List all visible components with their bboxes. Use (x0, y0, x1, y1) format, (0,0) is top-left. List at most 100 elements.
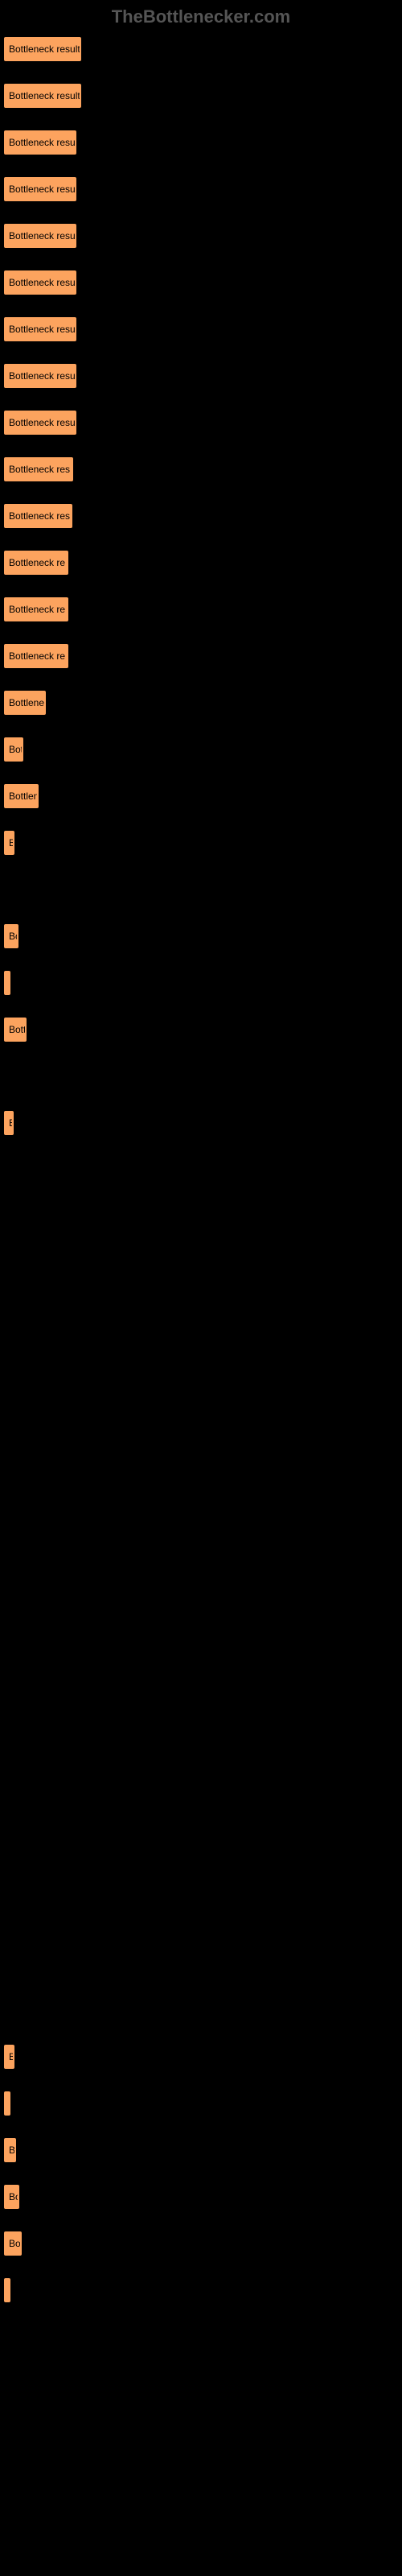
chart-bar: B (4, 2045, 14, 2069)
chart-bar: Bottleneck re (4, 551, 68, 575)
chart-bar (4, 2091, 10, 2116)
bar-label: Bottleneck resu (9, 370, 76, 382)
bar-label: Bo (9, 931, 18, 942)
bar-row: Bo (4, 2175, 398, 2219)
bar-row: Bottleneck result (4, 74, 398, 118)
bar-label: Bot (9, 744, 23, 755)
bar-row (4, 961, 398, 1005)
bar-row: B (4, 2035, 398, 2079)
chart-bar: Bo (4, 2231, 22, 2256)
bar-row (4, 1335, 398, 1378)
bar-label: Bottleneck resu (9, 230, 76, 242)
bar-row: Bottleneck resu (4, 354, 398, 398)
bar-label: Bottleneck resu (9, 137, 76, 148)
bar-label: Bottleneck res (9, 510, 70, 522)
bar-row: Bottleneck resu (4, 121, 398, 164)
bar-row: Bottleneck resu (4, 167, 398, 211)
bar-row: Bo (4, 2222, 398, 2265)
bar-label: Bottleneck res (9, 464, 70, 475)
bar-row (4, 1288, 398, 1331)
chart-bar: B (4, 1111, 14, 1135)
bar-row (4, 868, 398, 911)
bar-label: Bottleneck re (9, 650, 65, 662)
bar-row: Bottleneck resu (4, 308, 398, 351)
bar-row (4, 1521, 398, 1565)
bar-label: Bottlene (9, 697, 44, 708)
bar-label: Bottleneck re (9, 604, 65, 615)
bar-row: B (4, 1101, 398, 1145)
bar-row: Bott (4, 1008, 398, 1051)
chart-bar: Bottleneck re (4, 644, 68, 668)
bar-row (4, 2082, 398, 2125)
bar-row (4, 1708, 398, 1752)
chart-bar: Bottlen (4, 784, 39, 808)
bar-label: Bottleneck re (9, 557, 65, 568)
bar-row (4, 1942, 398, 1985)
bar-row (4, 1475, 398, 1518)
bar-chart: Bottleneck result Bottleneck result Bottle… (0, 27, 402, 2312)
chart-bar: Bottleneck result (4, 37, 81, 61)
bar-label: B (9, 1117, 14, 1129)
bar-row: Bottleneck re (4, 634, 398, 678)
bar-row (4, 1381, 398, 1425)
bar-row: Bottleneck result (4, 27, 398, 71)
chart-bar (4, 2278, 10, 2302)
chart-bar: Bottleneck resu (4, 317, 76, 341)
bar-row (4, 1988, 398, 2032)
bar-row (4, 1755, 398, 1798)
bar-label: Bottlen (9, 791, 39, 802)
bar-row: Bottleneck resu (4, 214, 398, 258)
bar-row (4, 1848, 398, 1892)
bar-label: Bottleneck result (9, 43, 80, 55)
bar-row: Bottleneck resu (4, 401, 398, 444)
bar-row (4, 2268, 398, 2312)
bar-label: B (9, 2145, 15, 2156)
bar-label: Bottleneck resu (9, 184, 76, 195)
bar-row (4, 1241, 398, 1285)
bar-row (4, 1428, 398, 1472)
chart-bar: Bo (4, 2185, 19, 2209)
bar-label: Bott (9, 1024, 26, 1035)
bar-row: B (4, 821, 398, 865)
bar-row (4, 1568, 398, 1612)
bar-label: Bottleneck resu (9, 417, 76, 428)
bar-row (4, 1895, 398, 1938)
bar-label: Bo (9, 2238, 21, 2249)
bar-row (4, 1662, 398, 1705)
chart-bar: Bo (4, 924, 18, 948)
chart-bar: Bottleneck re (4, 597, 68, 621)
bar-label: B (9, 2051, 14, 2062)
chart-bar: Bottleneck resu (4, 411, 76, 435)
chart-bar: Bottlene (4, 691, 46, 715)
chart-bar: Bot (4, 737, 23, 762)
bar-row: Bottlen (4, 774, 398, 818)
chart-bar: Bottleneck res (4, 457, 73, 481)
bar-row: Bottleneck resu (4, 261, 398, 304)
bar-label: Bottleneck resu (9, 324, 76, 335)
chart-bar: Bottleneck resu (4, 177, 76, 201)
bar-row: Bottleneck res (4, 448, 398, 491)
chart-bar: Bott (4, 1018, 27, 1042)
watermark-text: TheBottlenecker.com (0, 0, 402, 27)
bar-row: Bo (4, 914, 398, 958)
chart-bar: Bottleneck resu (4, 130, 76, 155)
bar-row (4, 1195, 398, 1238)
bar-row: Bottlene (4, 681, 398, 724)
chart-bar: Bottleneck resu (4, 224, 76, 248)
bar-label: Bottleneck resu (9, 277, 76, 288)
bar-row: Bottleneck re (4, 588, 398, 631)
bar-label: Bottleneck result (9, 90, 80, 101)
bar-row: Bot (4, 728, 398, 771)
chart-bar: Bottleneck result (4, 84, 81, 108)
chart-bar (4, 971, 10, 995)
chart-bar: Bottleneck resu (4, 270, 76, 295)
bar-row: B (4, 2128, 398, 2172)
bar-label: Bo (9, 2191, 19, 2202)
bar-row (4, 1148, 398, 1191)
bar-row (4, 1802, 398, 1845)
bar-row: Bottleneck re (4, 541, 398, 584)
chart-bar: Bottleneck res (4, 504, 72, 528)
bar-row (4, 1055, 398, 1098)
bar-row: Bottleneck res (4, 494, 398, 538)
bar-label: B (9, 837, 14, 848)
